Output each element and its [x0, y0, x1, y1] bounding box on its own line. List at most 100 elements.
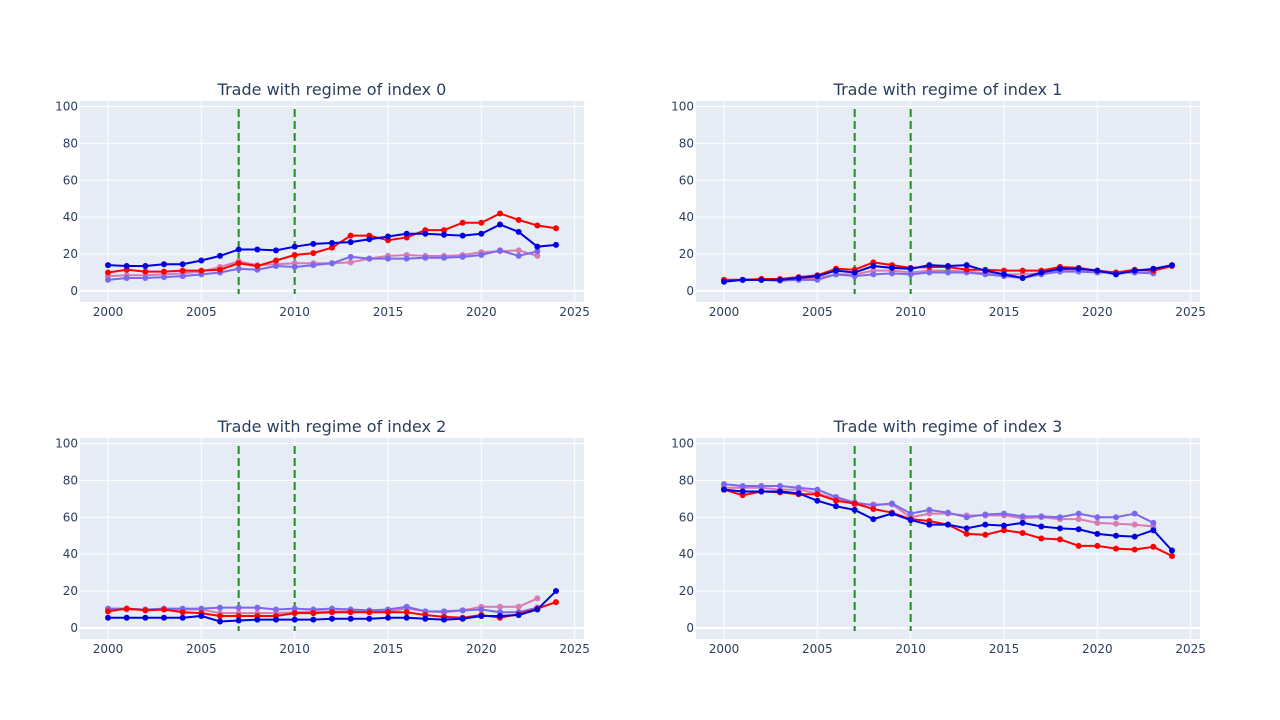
series-point-3	[515, 252, 522, 259]
series-point-0	[553, 588, 559, 595]
series-point-0	[534, 606, 541, 613]
series-line-3	[724, 270, 1154, 282]
y-tick-label: 80	[679, 136, 694, 150]
x-tick-label: 2005	[802, 642, 833, 656]
series-point-3	[497, 247, 503, 254]
series-point-1	[310, 250, 317, 257]
series-point-3	[291, 605, 298, 612]
series-point-0	[814, 273, 821, 280]
series-point-3	[534, 248, 541, 255]
y-tick-label: 100	[55, 437, 78, 451]
series-point-3	[1094, 514, 1101, 521]
x-tick-label: 2000	[93, 642, 124, 656]
series-point-3	[329, 260, 335, 267]
y-tick-label: 20	[679, 584, 694, 598]
series-point-0	[926, 262, 933, 269]
subplot-0: 0 20 40 60 80 100 2000 2005 2010 2015 2020 2025 Trad…	[55, 80, 590, 319]
series-point-3	[273, 606, 279, 613]
series-point-0	[422, 615, 429, 622]
series-point-0	[1057, 525, 1063, 532]
series-point-0	[721, 486, 727, 493]
series-point-0	[739, 276, 746, 283]
series-point-3	[889, 500, 895, 507]
series-point-1	[179, 267, 186, 274]
series-point-2	[1131, 521, 1138, 528]
series-point-1	[870, 505, 877, 512]
series-point-3	[870, 271, 877, 278]
series-point-1	[1001, 527, 1007, 534]
series-point-1	[347, 232, 354, 239]
series-point-0	[1094, 530, 1101, 537]
x-tick-label: 2020	[1082, 305, 1113, 319]
series-point-0	[123, 263, 130, 270]
series-point-0	[273, 616, 279, 623]
y-tick-label: 0	[70, 621, 78, 635]
series-point-1	[1113, 545, 1119, 552]
series-point-1	[385, 609, 391, 616]
series-point-3	[758, 482, 765, 489]
subplot-title: Trade with regime of index 0	[217, 80, 447, 99]
x-tick-label: 2005	[186, 642, 217, 656]
subplot-1: 0 20 40 60 80 100 2000 2005 2010 2015 2020 2025 Trad…	[671, 80, 1206, 319]
y-tick-label: 40	[679, 547, 694, 561]
y-tick-label: 60	[679, 173, 694, 187]
y-tick-label: 40	[63, 210, 78, 224]
series-point-0	[179, 261, 186, 268]
series-point-3	[105, 276, 111, 283]
series-line-3	[723, 483, 1154, 524]
series-point-3	[945, 509, 951, 516]
series-point-2	[534, 595, 541, 602]
series-point-0	[963, 262, 970, 269]
series-point-1	[982, 531, 989, 538]
series-point-0	[459, 615, 466, 622]
series-point-1	[833, 497, 839, 504]
series-point-0	[870, 516, 877, 523]
series-point-1	[254, 263, 261, 270]
series-point-3	[142, 275, 149, 282]
series-point-0	[441, 616, 447, 623]
x-tick-label: 2015	[989, 642, 1020, 656]
series-point-0	[497, 221, 503, 228]
plot-area	[696, 438, 1200, 639]
x-tick-label: 2000	[93, 305, 124, 319]
series-point-1	[217, 266, 223, 273]
subplot-title: Trade with regime of index 1	[833, 80, 1063, 99]
series-point-0	[235, 617, 242, 624]
series-point-3	[254, 604, 261, 611]
series-point-1	[273, 257, 279, 264]
series-point-0	[1150, 527, 1157, 534]
series-point-0	[1131, 533, 1138, 540]
series-point-3	[889, 270, 895, 277]
series-point-3	[459, 607, 466, 614]
series-point-0	[982, 521, 989, 528]
series-point-1	[515, 216, 522, 223]
series-point-3	[1113, 514, 1119, 521]
x-tick-label: 2015	[989, 305, 1020, 319]
series-point-3	[459, 253, 466, 260]
series-point-0	[926, 521, 933, 528]
series-point-0	[478, 612, 485, 619]
y-tick-label: 40	[679, 210, 694, 224]
series-point-0	[422, 230, 429, 237]
series-point-0	[739, 488, 746, 495]
series-point-0	[721, 278, 727, 285]
series-point-3	[926, 269, 933, 276]
series-point-0	[553, 241, 559, 248]
series-point-3	[161, 274, 167, 281]
series-point-0	[291, 616, 298, 623]
series-point-1	[1019, 529, 1026, 536]
y-tick-label: 40	[63, 547, 78, 561]
y-tick-label: 60	[63, 510, 78, 524]
series-point-0	[833, 503, 839, 510]
series-point-0	[758, 488, 765, 495]
series-point-3	[926, 506, 933, 513]
series-point-0	[329, 615, 335, 622]
series-point-1	[198, 267, 205, 274]
series-point-3	[385, 255, 391, 262]
series-point-1	[161, 268, 167, 275]
series-point-1	[497, 210, 503, 217]
y-tick-label: 20	[679, 247, 694, 261]
x-tick-label: 2000	[709, 305, 740, 319]
series-point-1	[123, 605, 130, 612]
series-point-0	[385, 233, 391, 240]
